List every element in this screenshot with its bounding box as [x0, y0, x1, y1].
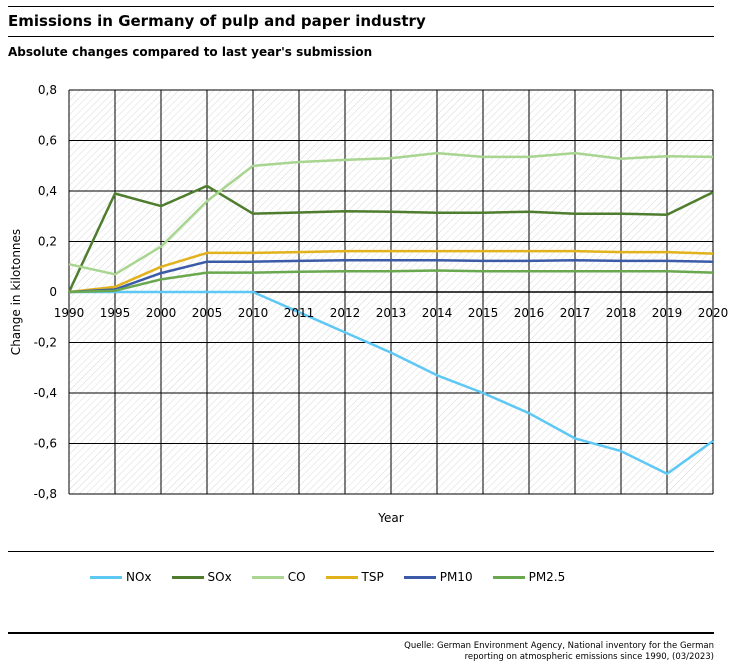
y-tick-label: 0: [49, 285, 57, 299]
legend-label: PM10: [439, 570, 473, 584]
x-tick-label: 1990: [54, 306, 85, 320]
x-tick-label: 2010: [238, 306, 269, 320]
y-tick-label: 0,6: [38, 134, 57, 148]
source-note: Quelle: German Environment Agency, Natio…: [404, 641, 714, 663]
legend-item: NOx: [90, 570, 152, 584]
source-line-1: Quelle: German Environment Agency, Natio…: [404, 641, 714, 651]
y-tick-label: -0,4: [34, 386, 57, 400]
series-lines: [67, 151, 714, 476]
chart-subtitle: Absolute changes compared to last year's…: [8, 45, 373, 59]
line-chart: -0,8 -0,6 -0,4 -0,2 0 0,2 0,4 0,6 0,8 1990 1995 20…: [9, 83, 729, 525]
x-tick-label: 2020: [698, 306, 729, 320]
legend-item: SOx: [171, 570, 232, 584]
x-tick-label: 2017: [560, 306, 591, 320]
series-line-nox: [69, 290, 714, 476]
x-tick-label: 1995: [100, 306, 131, 320]
x-tick-label: 2005: [192, 306, 223, 320]
legend-swatch: [325, 575, 358, 579]
legend-label: NOx: [126, 570, 152, 584]
chart-title: Emissions in Germany of pulp and paper i…: [8, 12, 426, 30]
title-rule: [8, 36, 714, 37]
top-rule: [8, 6, 714, 7]
legend-item: PM2.5: [492, 570, 566, 584]
source-line-2: reporting on atmospheric emissions since…: [464, 652, 714, 662]
legend-swatch: [403, 575, 436, 579]
legend-swatch: [492, 575, 525, 579]
x-tick-label: 2013: [376, 306, 407, 320]
x-tick-label: 2011: [284, 306, 315, 320]
x-tick-label: 2016: [514, 306, 545, 320]
series-line-co: [68, 151, 714, 276]
legend-label: PM2.5: [528, 570, 566, 584]
y-tick-label: 0,2: [38, 235, 57, 249]
y-tick-label: 0,4: [38, 184, 57, 198]
legend-item: PM10: [403, 570, 473, 584]
y-tick-labels: -0,8 -0,6 -0,4 -0,2 0 0,2 0,4 0,6 0,8: [34, 83, 57, 501]
x-tick-label: 2015: [468, 306, 499, 320]
legend-label: CO: [287, 570, 306, 584]
y-tick-label: 0,8: [38, 83, 57, 97]
y-tick-label: -0,2: [34, 336, 57, 350]
y-tick-label: -0,6: [34, 437, 57, 451]
series-line-pm25: [68, 269, 714, 294]
legend-swatch: [251, 575, 284, 579]
x-tick-label: 2000: [146, 306, 177, 320]
legend-item: TSP: [325, 570, 384, 584]
legend: NOx SOx CO TSP PM10 PM2.5: [90, 570, 565, 584]
x-tick-label: 2018: [606, 306, 637, 320]
y-tick-label: -0,8: [34, 487, 57, 501]
x-tick-labels: 1990 1995 2000 2005 2010 2011 2012 2013 2014 2015…: [54, 306, 729, 320]
legend-rule: [8, 551, 714, 552]
bottom-rule: [8, 632, 714, 634]
x-axis-label: Year: [377, 511, 403, 525]
legend-label: TSP: [361, 570, 384, 584]
series-line-tsp: [68, 249, 714, 294]
series-line-sox: [67, 184, 714, 293]
series-line-pm10: [68, 258, 714, 294]
legend-label: SOx: [207, 570, 232, 584]
x-tick-label: 2014: [422, 306, 453, 320]
legend-swatch: [90, 575, 122, 579]
y-axis-label: Change in kilotonnes: [9, 229, 23, 355]
legend-item: CO: [251, 570, 306, 584]
x-tick-label: 2012: [330, 306, 361, 320]
x-tick-label: 2019: [652, 306, 683, 320]
legend-swatch: [171, 575, 204, 579]
